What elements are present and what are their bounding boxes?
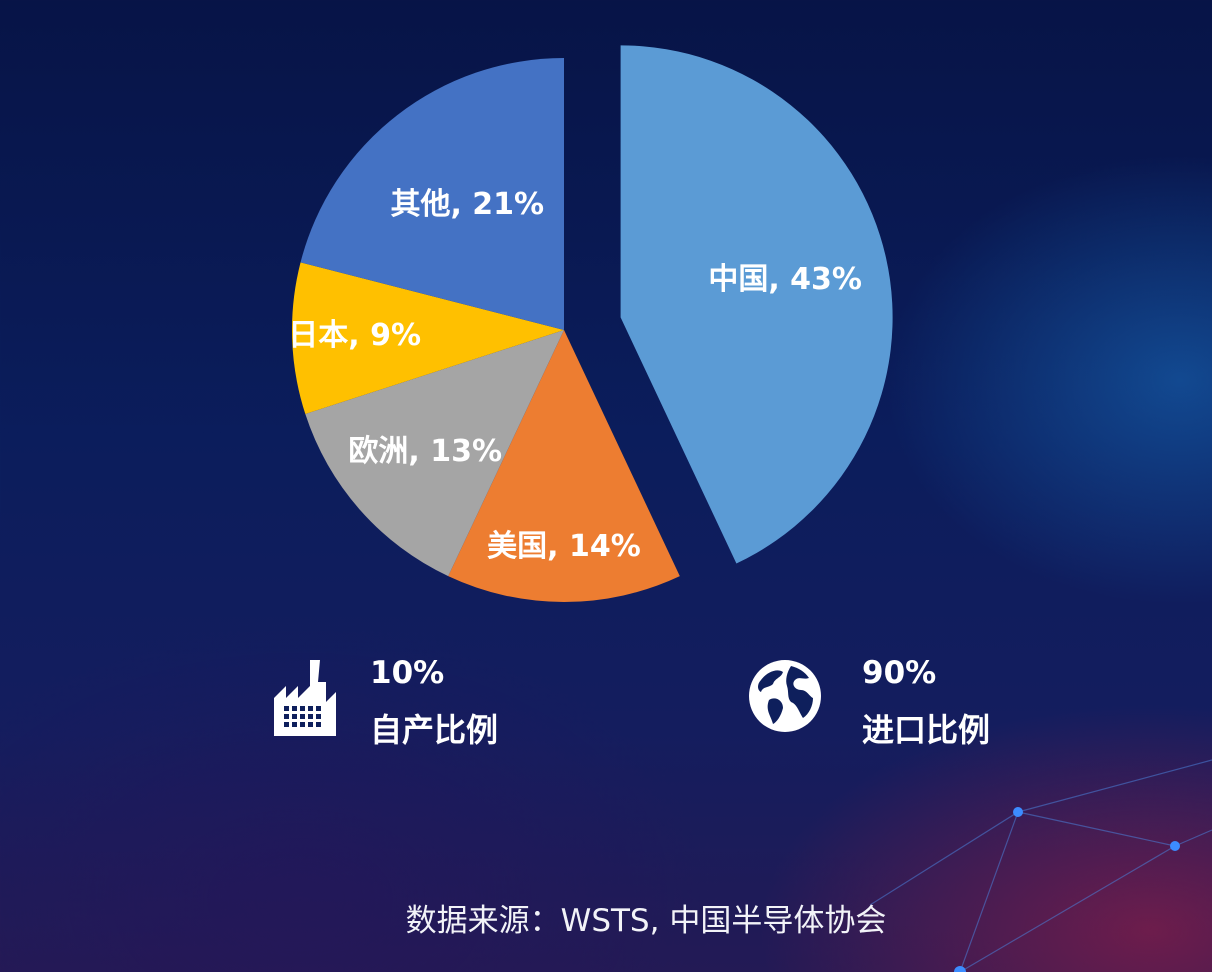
pie-slice-5 <box>300 58 564 330</box>
pie-slice-1 <box>620 45 893 564</box>
pie-slice-4 <box>292 262 564 415</box>
pie-label-3: 欧洲, 13% <box>348 434 502 469</box>
domestic-label: 自产比例 <box>370 711 499 749</box>
factory-icon <box>274 660 336 736</box>
pie-label-1: 中国, 43% <box>708 262 862 297</box>
domestic-value: 10% <box>370 655 445 691</box>
pie-slice-3 <box>305 330 564 577</box>
pie-slice-2 <box>448 330 680 602</box>
import-label: 进口比例 <box>862 711 991 749</box>
pie-label-5: 其他, 21% <box>390 187 544 222</box>
import-value: 90% <box>862 655 937 691</box>
pie-label-2: 美国, 14% <box>487 529 641 564</box>
pie-label-4: 日本, 9% <box>288 318 421 353</box>
globe-icon <box>749 660 821 732</box>
data-source: 数据来源：WSTS, 中国半导体协会 <box>405 903 887 939</box>
